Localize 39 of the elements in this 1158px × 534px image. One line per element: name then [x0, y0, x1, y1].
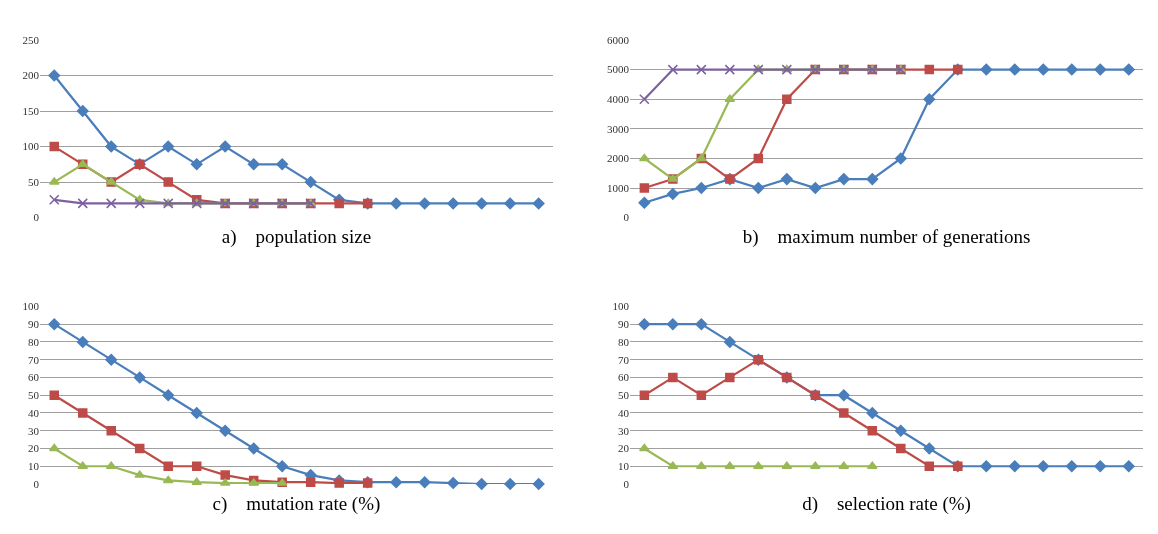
y-tick-label: 0 — [623, 211, 630, 224]
y-tick-label: 50 — [618, 389, 630, 402]
y-tick-label: 50 — [28, 175, 40, 188]
y-tick-label: 250 — [22, 33, 40, 46]
y-tick-label: 10 — [618, 460, 630, 473]
y-tick-label: 0 — [33, 477, 40, 490]
y-tick-label: 80 — [618, 335, 630, 348]
y-tick-label: 0 — [623, 477, 630, 490]
y-tick-label: 90 — [28, 318, 40, 331]
y-tick-label: 60 — [28, 371, 40, 384]
y-tick-label: 20 — [618, 442, 630, 455]
y-tick-label: 200 — [22, 69, 40, 82]
y-tick-label: 70 — [28, 353, 40, 366]
x-axis-title: c) mutation rate (%) — [212, 492, 381, 515]
y-tick-label: 100 — [612, 300, 630, 313]
x-axis-title: b) maximum number of generations — [742, 226, 1031, 249]
y-tick-label: 3000 — [607, 122, 630, 135]
y-tick-label: 2000 — [607, 152, 630, 165]
y-tick-label: 80 — [28, 335, 40, 348]
y-tick-label: 6000 — [607, 33, 630, 46]
y-tick-label: 4000 — [607, 93, 630, 106]
y-tick-label: 90 — [618, 318, 630, 331]
y-tick-label: 1000 — [607, 181, 630, 194]
y-tick-label: 40 — [28, 406, 40, 419]
y-tick-label: 50 — [28, 389, 40, 402]
y-tick-label: 30 — [28, 424, 40, 437]
y-tick-label: 70 — [618, 353, 630, 366]
y-tick-label: 100 — [22, 300, 40, 313]
y-tick-label: 20 — [28, 442, 40, 455]
y-tick-label: 30 — [618, 424, 630, 437]
y-tick-label: 150 — [22, 104, 40, 117]
y-tick-label: 5000 — [607, 63, 630, 76]
x-axis-title: a) population size — [221, 226, 372, 249]
y-tick-label: 0 — [33, 211, 40, 224]
y-tick-label: 40 — [618, 406, 630, 419]
y-tick-label: 100 — [22, 140, 40, 153]
y-tick-label: 10 — [28, 460, 40, 473]
x-axis-title: d) selection rate (%) — [802, 492, 971, 515]
y-tick-label: 60 — [618, 371, 630, 384]
